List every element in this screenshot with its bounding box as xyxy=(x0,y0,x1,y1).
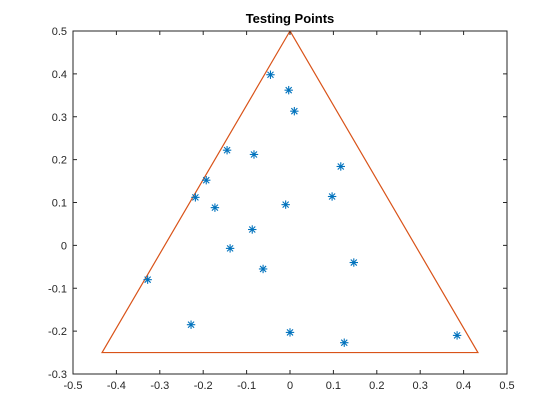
x-tick-label: -0.3 xyxy=(150,380,169,392)
chart-title: Testing Points xyxy=(246,11,335,26)
x-tick-label: -0.1 xyxy=(237,380,256,392)
data-point xyxy=(249,150,259,159)
x-tick-label: 0 xyxy=(287,380,293,392)
data-point xyxy=(290,106,299,116)
y-tick-label: -0.1 xyxy=(48,283,67,295)
data-point xyxy=(452,331,462,340)
x-tick-label: -0.5 xyxy=(64,380,83,392)
data-point xyxy=(349,258,358,267)
data-point xyxy=(222,145,232,155)
triangle-outline xyxy=(101,29,479,354)
data-point xyxy=(284,85,293,95)
x-tick-label: 0.2 xyxy=(369,380,384,392)
points-layer xyxy=(143,70,462,347)
data-point xyxy=(248,225,257,234)
y-tick-label: 0.1 xyxy=(52,198,67,210)
data-point xyxy=(336,162,345,171)
data-point xyxy=(202,176,211,185)
y-tick-label: 0 xyxy=(61,240,67,252)
data-point xyxy=(285,328,295,337)
y-tick-label: -0.2 xyxy=(48,326,67,338)
x-tick-label: 0.3 xyxy=(413,380,428,392)
x-tick-label: -0.2 xyxy=(194,380,213,392)
data-point xyxy=(210,203,220,212)
x-tick-label: -0.4 xyxy=(107,380,126,392)
data-point xyxy=(191,193,200,202)
data-point xyxy=(340,338,349,347)
data-point xyxy=(186,320,196,329)
triangle-layer xyxy=(101,29,479,354)
y-tick-label: 0.4 xyxy=(52,69,67,81)
y-axis: -0.3 -0.2 -0.1 0 0.1 0.2 0.3 0.4 0.5 xyxy=(48,26,507,381)
y-tick-label: -0.3 xyxy=(48,369,67,381)
y-tick-label: 0.3 xyxy=(52,112,67,124)
x-tick-label: 0.4 xyxy=(456,380,471,392)
data-point xyxy=(143,275,152,284)
data-point xyxy=(281,200,290,209)
x-tick-label: 0.5 xyxy=(499,380,514,392)
data-point xyxy=(225,244,235,253)
y-tick-label: 0.2 xyxy=(52,155,67,167)
data-point xyxy=(266,70,275,79)
x-axis: -0.5 -0.4 -0.3 -0.2 -0.1 0 0.1 0.2 0.3 0.4 0.5 xyxy=(64,31,515,392)
x-tick-label: 0.1 xyxy=(326,380,341,392)
data-point xyxy=(327,192,337,201)
data-point xyxy=(258,264,268,274)
y-tick-label: 0.5 xyxy=(52,26,67,38)
